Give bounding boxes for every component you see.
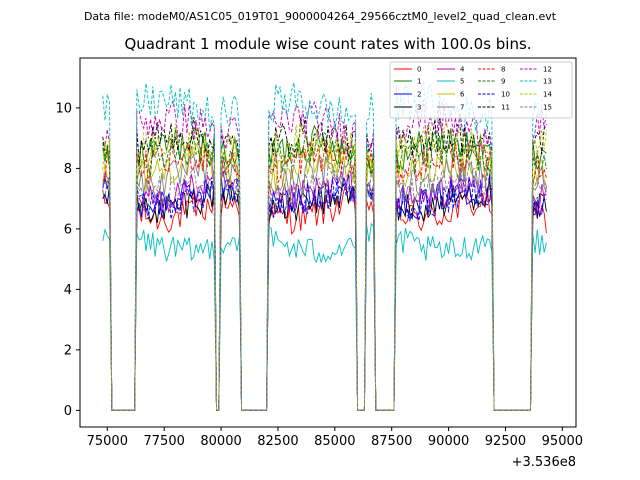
legend-label: 10 xyxy=(501,91,510,99)
legend-label: 2 xyxy=(417,91,421,99)
legend-label: 6 xyxy=(460,91,465,99)
series-line xyxy=(102,131,547,411)
legend-label: 4 xyxy=(460,66,465,74)
series-line xyxy=(102,116,547,411)
series-line xyxy=(102,99,547,411)
series-line xyxy=(102,222,547,411)
x-tick-label: 92500 xyxy=(485,434,526,449)
y-tick-label: 2 xyxy=(64,343,72,358)
legend-label: 5 xyxy=(460,78,464,86)
legend-label: 12 xyxy=(543,66,552,74)
y-axis: 0 2 4 6 8 10 xyxy=(55,101,80,419)
legend-label: 15 xyxy=(543,104,552,112)
y-tick-label: 0 xyxy=(64,404,72,419)
series-line xyxy=(102,153,547,411)
x-tick-label: 77500 xyxy=(144,434,185,449)
y-tick-label: 8 xyxy=(64,162,72,177)
y-tick-label: 4 xyxy=(64,283,72,298)
legend-label: 13 xyxy=(543,78,552,86)
legend-frame xyxy=(389,61,573,119)
x-tick-label: 82500 xyxy=(257,434,298,449)
y-tick-label: 10 xyxy=(55,101,72,116)
y-tick-label: 6 xyxy=(64,222,72,237)
legend-label: 0 xyxy=(417,66,421,74)
series-line xyxy=(102,139,547,411)
x-tick-label: 80000 xyxy=(200,434,241,449)
chart-suptitle: Data file: modeM0/AS1C05_019T01_90000042… xyxy=(84,10,557,23)
legend-label: 14 xyxy=(543,91,552,99)
legend-label: 7 xyxy=(460,104,464,112)
series-layer xyxy=(102,82,547,411)
x-axis-offset-label: +3.536e8 xyxy=(512,455,576,470)
x-tick-label: 75000 xyxy=(87,434,128,449)
legend-label: 11 xyxy=(501,104,510,112)
x-tick-label: 90000 xyxy=(428,434,469,449)
legend-label: 8 xyxy=(501,66,505,74)
chart-title: Quadrant 1 module wise count rates with … xyxy=(124,35,531,53)
legend-label: 3 xyxy=(417,104,421,112)
series-line xyxy=(102,181,547,411)
series-line xyxy=(102,176,547,411)
plot-frame xyxy=(79,57,577,428)
x-tick-label: 87500 xyxy=(371,434,412,449)
series-line xyxy=(102,169,547,411)
plot-area xyxy=(79,57,577,428)
x-tick-label: 95000 xyxy=(542,434,583,449)
series-line xyxy=(102,187,547,411)
x-axis: 75000 77500 80000 82500 85000 87500 90000 92500… xyxy=(87,427,583,449)
legend-label: 1 xyxy=(417,78,421,86)
series-line xyxy=(102,120,547,411)
x-tick-label: 85000 xyxy=(314,434,355,449)
legend-label: 9 xyxy=(501,78,505,86)
